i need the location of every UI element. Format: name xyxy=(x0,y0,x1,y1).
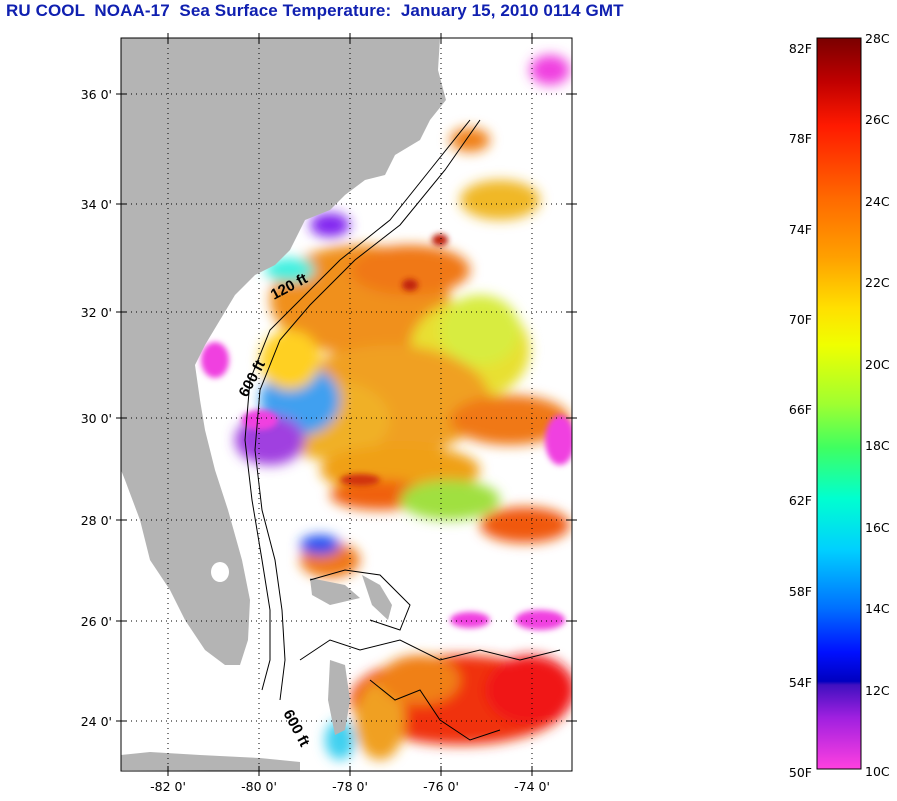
lat-label: 30 0' xyxy=(81,411,112,426)
celsius-label: 26C xyxy=(865,112,890,127)
fahrenheit-label: 54F xyxy=(789,675,812,690)
celsius-label: 12C xyxy=(865,683,890,698)
map-frame xyxy=(120,37,573,772)
lon-label: -74 0' xyxy=(514,779,550,794)
lat-label: 26 0' xyxy=(81,614,112,629)
celsius-label: 22C xyxy=(865,275,890,290)
fahrenheit-label: 58F xyxy=(789,584,812,599)
lat-label: 36 0' xyxy=(81,87,112,102)
fahrenheit-label: 82F xyxy=(789,41,812,56)
longitude-labels: -82 0' -80 0' -78 0' -76 0' -74 0' xyxy=(150,779,550,794)
celsius-labels: 28C 26C 24C 22C 20C 18C 16C 14C 12C 10C xyxy=(865,31,890,779)
lat-label: 28 0' xyxy=(81,513,112,528)
latitude-labels: 36 0' 34 0' 32 0' 30 0' 28 0' 26 0' 24 0… xyxy=(81,87,112,729)
celsius-label: 16C xyxy=(865,520,890,535)
grid-lines xyxy=(121,38,572,771)
celsius-label: 14C xyxy=(865,601,890,616)
celsius-label: 28C xyxy=(865,31,890,46)
map-title: RU COOL NOAA-17 Sea Surface Temperature:… xyxy=(6,1,624,20)
frame-ticks xyxy=(116,33,577,776)
lat-label: 24 0' xyxy=(81,714,112,729)
lat-label: 32 0' xyxy=(81,305,112,320)
fahrenheit-label: 78F xyxy=(789,131,812,146)
sst-field xyxy=(235,55,572,760)
celsius-label: 18C xyxy=(865,438,890,453)
fahrenheit-label: 62F xyxy=(789,493,812,508)
lat-label: 34 0' xyxy=(81,197,112,212)
celsius-label: 20C xyxy=(865,357,890,372)
fahrenheit-label: 50F xyxy=(789,765,812,780)
colorbar-gradient xyxy=(816,37,862,770)
fahrenheit-label: 70F xyxy=(789,312,812,327)
isobaths xyxy=(244,119,561,741)
lon-label: -78 0' xyxy=(332,779,368,794)
land xyxy=(121,38,446,771)
lon-label: -82 0' xyxy=(150,779,186,794)
lon-label: -76 0' xyxy=(423,779,459,794)
fahrenheit-label: 74F xyxy=(789,222,812,237)
fahrenheit-label: 66F xyxy=(789,402,812,417)
celsius-label: 10C xyxy=(865,764,890,779)
fahrenheit-labels: 82F 78F 74F 70F 66F 62F 58F 54F 50F xyxy=(789,41,812,780)
lon-label: -80 0' xyxy=(241,779,277,794)
celsius-label: 24C xyxy=(865,194,890,209)
